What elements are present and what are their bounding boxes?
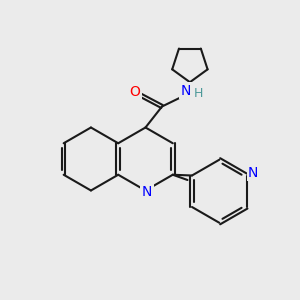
Text: N: N — [248, 166, 258, 180]
Text: O: O — [130, 85, 140, 98]
Text: H: H — [193, 87, 203, 100]
Text: N: N — [142, 185, 152, 199]
Text: N: N — [180, 84, 190, 98]
